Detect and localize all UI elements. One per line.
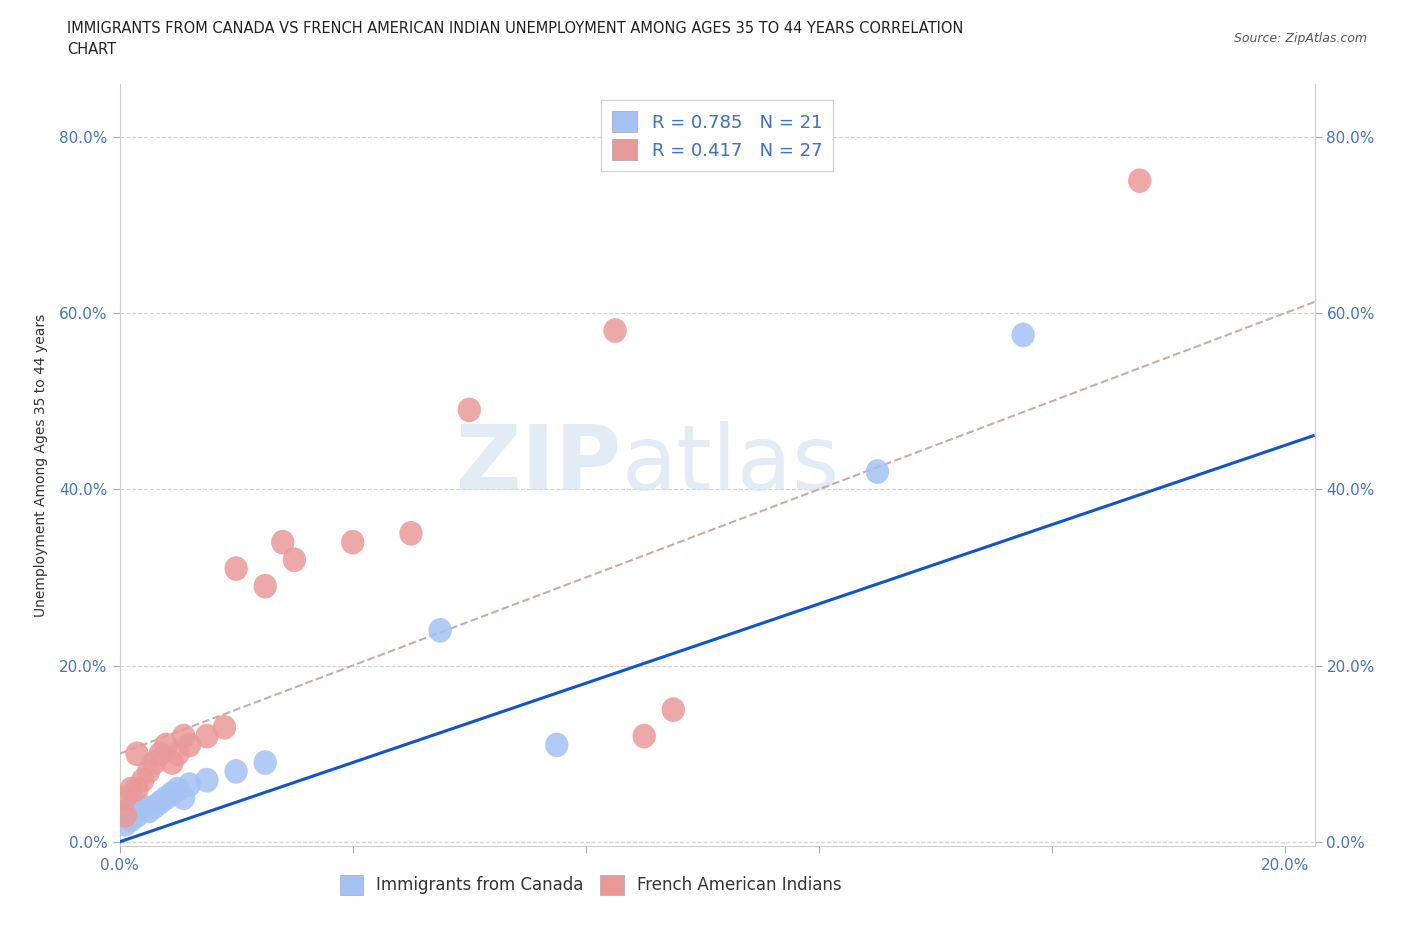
Ellipse shape <box>603 318 627 343</box>
Ellipse shape <box>114 804 136 828</box>
Ellipse shape <box>114 812 136 837</box>
Ellipse shape <box>225 556 247 581</box>
Ellipse shape <box>457 397 481 422</box>
Text: IMMIGRANTS FROM CANADA VS FRENCH AMERICAN INDIAN UNEMPLOYMENT AMONG AGES 35 TO 4: IMMIGRANTS FROM CANADA VS FRENCH AMERICA… <box>67 21 965 36</box>
Ellipse shape <box>125 804 149 828</box>
Text: ZIP: ZIP <box>457 421 621 509</box>
Ellipse shape <box>283 548 307 572</box>
Ellipse shape <box>149 790 172 815</box>
Ellipse shape <box>253 574 277 599</box>
Ellipse shape <box>136 799 160 823</box>
Ellipse shape <box>177 772 201 797</box>
Ellipse shape <box>160 751 184 775</box>
Ellipse shape <box>429 618 451 643</box>
Ellipse shape <box>546 733 568 757</box>
Ellipse shape <box>120 807 143 832</box>
Ellipse shape <box>253 751 277 775</box>
Ellipse shape <box>143 794 166 819</box>
Ellipse shape <box>172 786 195 810</box>
Ellipse shape <box>1011 323 1035 347</box>
Legend: R = 0.785   N = 21, R = 0.417   N = 27: R = 0.785 N = 21, R = 0.417 N = 27 <box>600 100 834 171</box>
Ellipse shape <box>633 724 655 749</box>
Ellipse shape <box>155 786 177 810</box>
Ellipse shape <box>166 741 190 766</box>
Ellipse shape <box>149 741 172 766</box>
Ellipse shape <box>114 804 136 828</box>
Ellipse shape <box>155 733 177 757</box>
Text: CHART: CHART <box>67 42 117 57</box>
Ellipse shape <box>342 530 364 554</box>
Ellipse shape <box>125 777 149 802</box>
Ellipse shape <box>166 777 190 802</box>
Ellipse shape <box>143 751 166 775</box>
Ellipse shape <box>399 521 423 546</box>
Ellipse shape <box>866 459 889 484</box>
Y-axis label: Unemployment Among Ages 35 to 44 years: Unemployment Among Ages 35 to 44 years <box>34 313 48 617</box>
Ellipse shape <box>212 715 236 739</box>
Ellipse shape <box>120 777 143 802</box>
Ellipse shape <box>172 724 195 749</box>
Ellipse shape <box>225 759 247 784</box>
Text: Source: ZipAtlas.com: Source: ZipAtlas.com <box>1233 32 1367 45</box>
Ellipse shape <box>195 768 218 792</box>
Ellipse shape <box>125 741 149 766</box>
Ellipse shape <box>1128 168 1152 193</box>
Ellipse shape <box>136 759 160 784</box>
Ellipse shape <box>131 768 155 792</box>
Ellipse shape <box>120 794 143 819</box>
Text: atlas: atlas <box>621 421 839 509</box>
Ellipse shape <box>195 724 218 749</box>
Ellipse shape <box>160 781 184 805</box>
Ellipse shape <box>114 786 136 810</box>
Ellipse shape <box>271 530 294 554</box>
Legend: Immigrants from Canada, French American Indians: Immigrants from Canada, French American … <box>333 869 848 901</box>
Ellipse shape <box>662 698 685 722</box>
Ellipse shape <box>177 733 201 757</box>
Ellipse shape <box>131 794 155 819</box>
